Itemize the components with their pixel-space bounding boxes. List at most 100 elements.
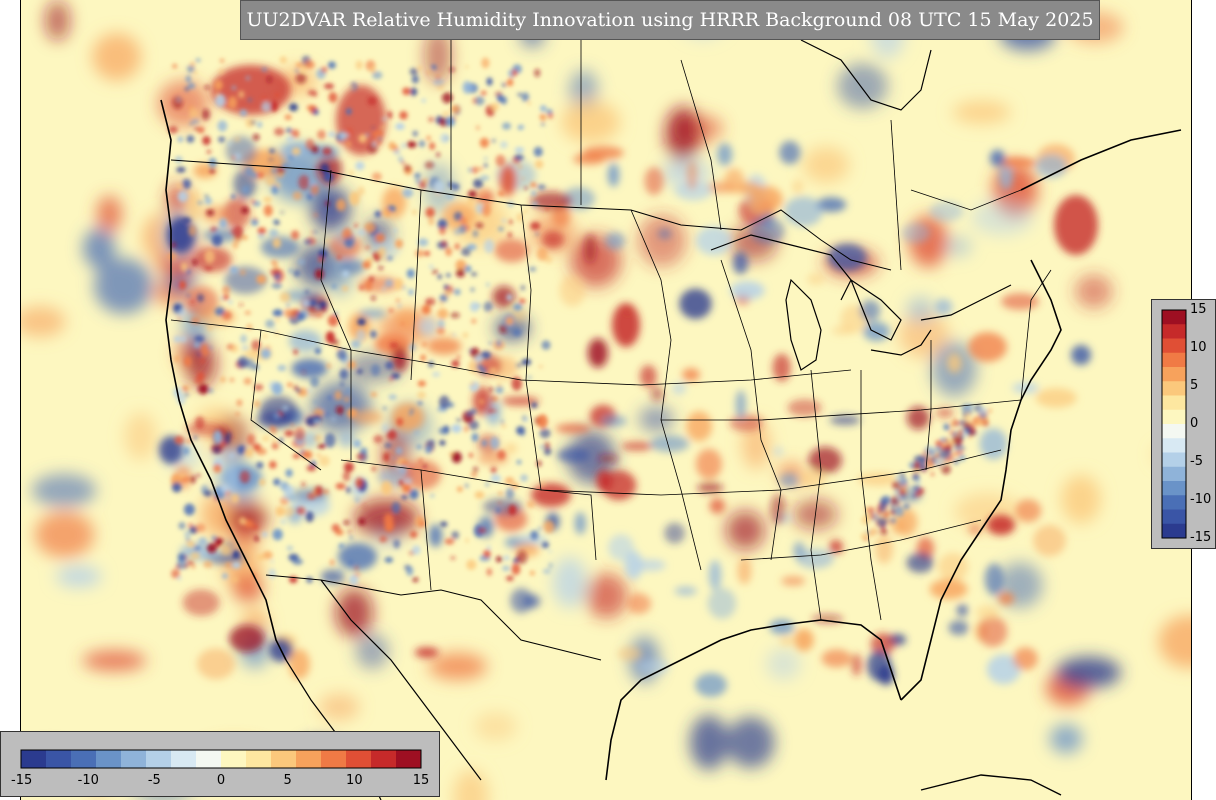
colorbar-tick-label: 0 [216, 773, 226, 788]
innovation-blob [933, 455, 937, 459]
innovation-blob [638, 406, 674, 433]
innovation-blob [232, 550, 240, 559]
innovation-blob [401, 143, 406, 149]
innovation-blob [967, 435, 972, 439]
innovation-blob [450, 312, 460, 319]
innovation-blob [442, 240, 447, 247]
innovation-blob [930, 472, 935, 477]
innovation-blob [233, 152, 241, 160]
innovation-blob [552, 556, 587, 608]
innovation-blob [92, 33, 142, 81]
innovation-blob [316, 453, 321, 457]
innovation-blob [875, 534, 894, 564]
innovation-blob [481, 203, 492, 217]
innovation-blob [204, 265, 213, 271]
colorbar-swatch [1162, 495, 1186, 510]
innovation-blob [283, 289, 321, 302]
innovation-blob [388, 308, 394, 313]
innovation-blob [189, 122, 193, 126]
innovation-blob [384, 279, 394, 288]
innovation-blob [475, 355, 483, 363]
innovation-blob [252, 443, 261, 451]
innovation-blob [229, 377, 235, 383]
innovation-blob [402, 87, 411, 96]
innovation-blob [282, 405, 289, 411]
innovation-blob [265, 319, 275, 329]
innovation-blob [389, 377, 393, 382]
innovation-blob [278, 172, 284, 177]
innovation-blob [958, 430, 964, 436]
innovation-blob [227, 142, 232, 146]
colorbar-swatch [271, 750, 297, 768]
innovation-blob [935, 408, 954, 418]
innovation-blob [200, 344, 210, 357]
innovation-blob [263, 197, 272, 203]
innovation-blob [305, 416, 317, 426]
innovation-blob [184, 86, 190, 92]
colorbar-swatch [1162, 466, 1186, 482]
innovation-blob [506, 575, 514, 582]
innovation-blob [312, 230, 318, 235]
innovation-blob [305, 138, 315, 150]
innovation-blob [415, 249, 425, 257]
innovation-blob [309, 231, 314, 235]
innovation-blob [188, 83, 196, 89]
innovation-blob [297, 509, 301, 512]
innovation-blob [867, 506, 875, 515]
innovation-blob [276, 318, 280, 322]
innovation-blob [605, 232, 625, 250]
colorbar-swatch [46, 750, 72, 768]
innovation-blob [301, 481, 306, 488]
innovation-blob [906, 406, 930, 430]
innovation-blob [370, 66, 376, 74]
innovation-blob [495, 556, 503, 563]
innovation-blob [538, 365, 543, 368]
innovation-blob [465, 484, 469, 488]
innovation-blob [416, 444, 422, 450]
innovation-blob [432, 371, 441, 378]
innovation-blob [438, 226, 446, 236]
innovation-blob [279, 56, 287, 64]
innovation-blob [607, 163, 620, 187]
innovation-blob [660, 159, 712, 188]
innovation-blob [675, 180, 713, 201]
innovation-blob [491, 139, 497, 143]
innovation-blob [423, 464, 427, 469]
innovation-blob [492, 285, 516, 308]
innovation-blob [310, 460, 317, 466]
innovation-blob [444, 284, 448, 290]
innovation-blob [986, 654, 1021, 685]
innovation-blob [329, 559, 335, 566]
innovation-blob [741, 419, 771, 470]
innovation-blob [330, 417, 337, 422]
innovation-blob [890, 504, 896, 509]
innovation-blob [906, 296, 935, 322]
innovation-blob [479, 399, 483, 403]
innovation-blob [356, 453, 364, 460]
innovation-blob [538, 526, 542, 531]
innovation-blob [506, 294, 513, 301]
innovation-blob [382, 117, 387, 121]
innovation-blob [225, 103, 230, 107]
innovation-blob [253, 384, 264, 391]
innovation-blob [954, 420, 960, 427]
innovation-blob [476, 125, 480, 131]
innovation-blob [495, 385, 504, 394]
innovation-blob [453, 769, 489, 800]
innovation-blob [235, 412, 240, 416]
innovation-blob [968, 332, 1007, 362]
innovation-blob [689, 715, 729, 770]
innovation-blob [395, 239, 403, 249]
colorbar-horizontal-gradient [20, 749, 422, 769]
innovation-blob [331, 523, 340, 533]
innovation-blob [394, 309, 420, 328]
innovation-blob [315, 305, 320, 311]
innovation-blob [851, 653, 862, 677]
innovation-blob [274, 127, 285, 136]
innovation-blob [354, 223, 358, 229]
innovation-blob [316, 153, 342, 185]
innovation-blob [334, 390, 342, 401]
innovation-blob [468, 360, 478, 373]
innovation-blob [313, 92, 317, 97]
innovation-blob [364, 222, 376, 233]
